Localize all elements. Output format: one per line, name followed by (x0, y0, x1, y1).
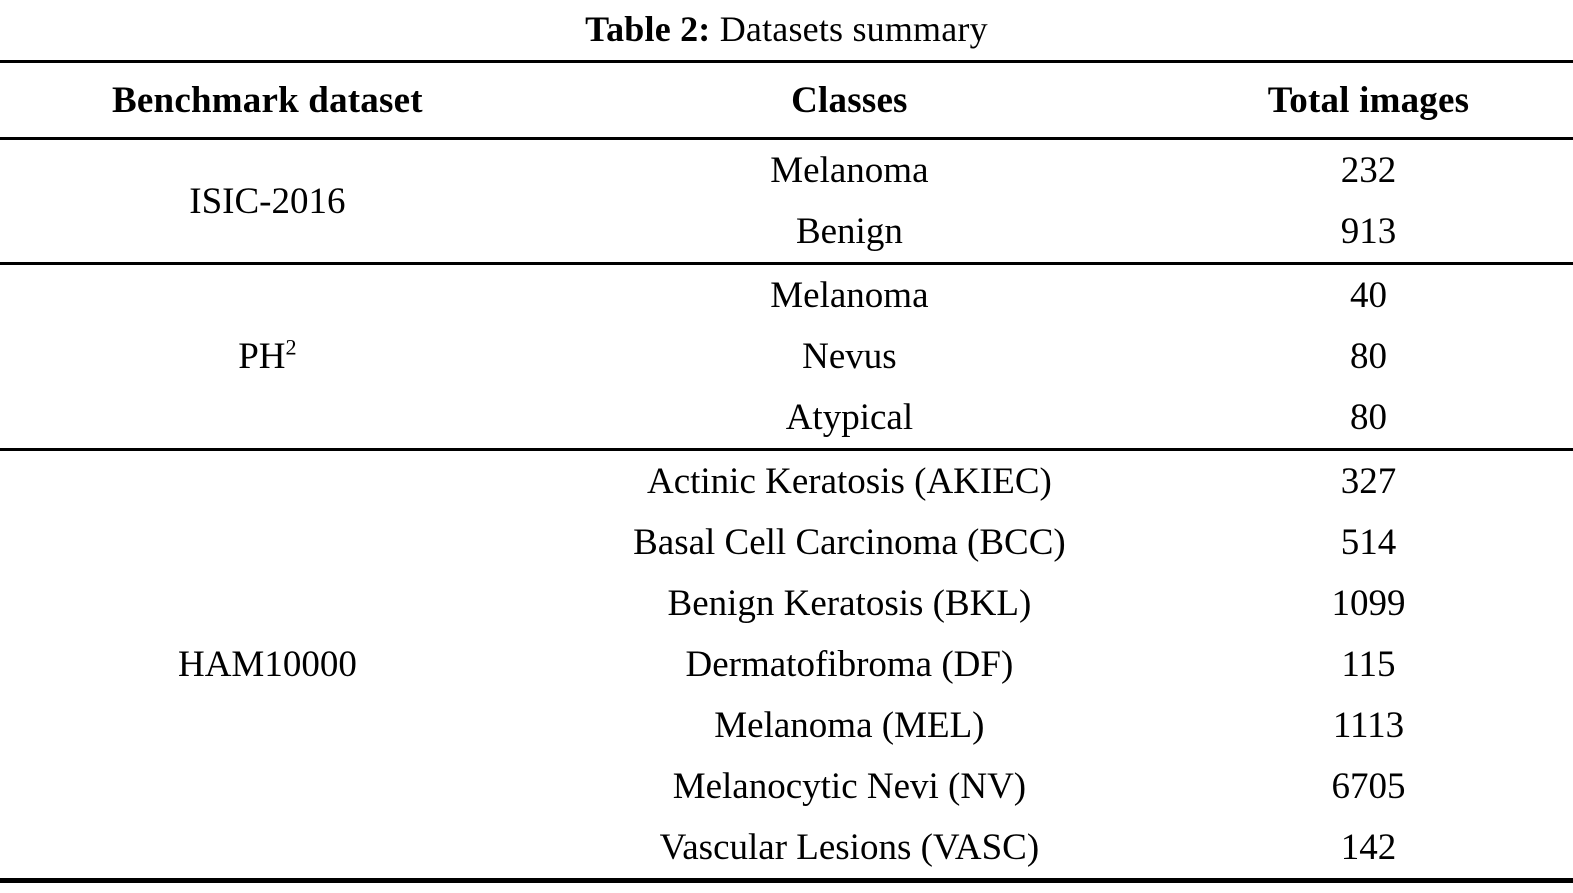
group-isic-2016: ISIC-2016 Melanoma 232 Benign 913 (0, 139, 1573, 264)
dataset-name-isic-2016: ISIC-2016 (0, 139, 535, 264)
class-cell: Benign (795, 211, 903, 252)
dataset-name-sup: 2 (285, 334, 297, 360)
count-cell: 913 (1340, 211, 1397, 252)
group-ph2: PH2 Melanoma 40 Nevus 80 Atypical 80 (0, 263, 1573, 450)
count-cell: 1113 (1332, 705, 1405, 746)
table-header-row: Benchmark dataset Classes Total images (0, 62, 1573, 139)
count-cell: 1099 (1331, 583, 1406, 624)
table-row: Benign Keratosis (BKL) 1099 (0, 573, 1573, 634)
table-row: Benign 913 (0, 201, 1573, 264)
dataset-name-ph2: PH2 (0, 264, 535, 450)
table-row: Atypical 80 (0, 387, 1573, 450)
class-cell: Vascular Lesions (VASC) (659, 827, 1040, 868)
count-cell: 80 (1350, 336, 1387, 377)
group-ham10000: HAM10000 Actinic Keratosis (AKIEC) 327 B… (0, 449, 1573, 881)
class-cell: Benign Keratosis (BKL) (667, 583, 1032, 624)
dataset-name-text: PH (238, 336, 286, 377)
table-row: HAM10000 Actinic Keratosis (AKIEC) 327 (0, 450, 1573, 685)
class-cell: Actinic Keratosis (AKIEC) (646, 461, 1052, 502)
class-cell: Nevus (802, 336, 897, 377)
count-cell: 115 (1341, 644, 1396, 685)
count-cell: 40 (1350, 275, 1387, 316)
table-caption-text: Datasets summary (719, 9, 988, 49)
dataset-name-ham10000: HAM10000 (0, 450, 535, 881)
count-cell: 514 (1340, 522, 1397, 563)
count-cell: 6705 (1331, 766, 1406, 807)
class-cell: Melanocytic Nevi (NV) (672, 766, 1027, 807)
class-cell: Melanoma (770, 275, 929, 316)
table-row: Melanoma (MEL) 1113 (0, 695, 1573, 756)
table-row: Vascular Lesions (VASC) 142 (0, 817, 1573, 881)
table-caption-label: Table 2: (585, 9, 711, 49)
table-caption: Table 2: Datasets summary (0, 0, 1573, 60)
table-row: Melanocytic Nevi (NV) 6705 (0, 756, 1573, 817)
table-row: Nevus 80 (0, 326, 1573, 387)
header-benchmark-dataset: Benchmark dataset (112, 79, 423, 121)
dataset-name-text: ISIC-2016 (189, 180, 346, 222)
table-row: Basal Cell Carcinoma (BCC) 514 (0, 512, 1573, 573)
class-cell: Dermatofibroma (DF) (685, 644, 1014, 685)
count-cell: 232 (1340, 150, 1397, 191)
class-cell: Atypical (785, 397, 914, 438)
header-total-images: Total images (1267, 79, 1470, 121)
table-row: PH2 Melanoma 40 (0, 264, 1573, 377)
count-cell: 80 (1350, 397, 1387, 438)
datasets-summary-table: Benchmark dataset Classes Total images I… (0, 60, 1573, 883)
count-cell: 327 (1340, 461, 1397, 502)
header-classes: Classes (791, 79, 908, 121)
class-cell: Melanoma (MEL) (714, 705, 985, 746)
table-row: ISIC-2016 Melanoma 232 (0, 139, 1573, 222)
class-cell: Melanoma (770, 150, 929, 191)
count-cell: 142 (1340, 827, 1397, 868)
class-cell: Basal Cell Carcinoma (BCC) (633, 522, 1066, 563)
dataset-name-text: HAM10000 (177, 644, 357, 685)
table-row: Dermatofibroma (DF) 115 (0, 634, 1573, 695)
